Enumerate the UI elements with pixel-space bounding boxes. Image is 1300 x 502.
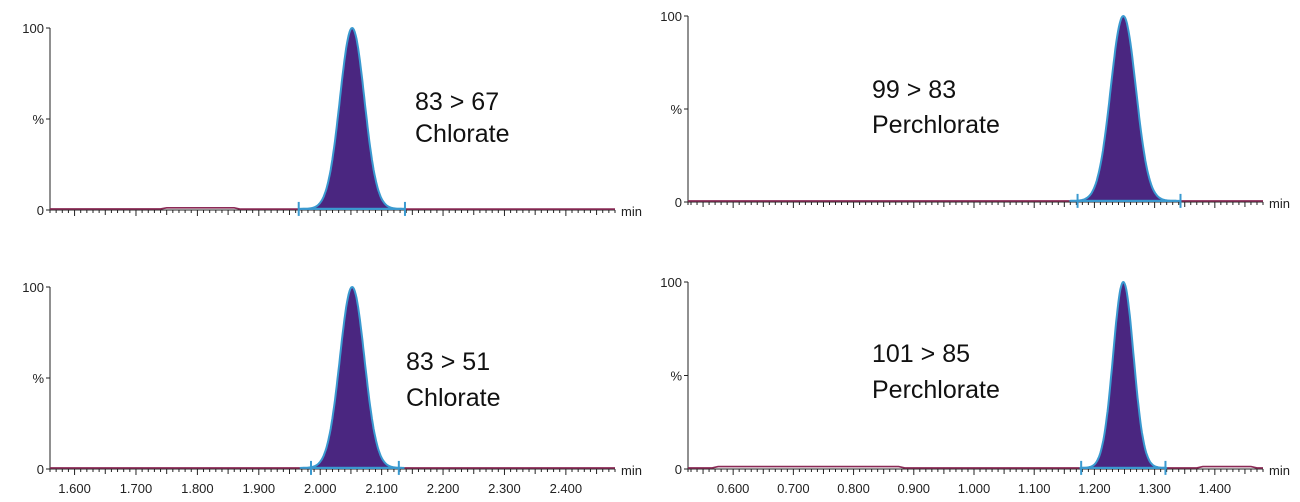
- mrm-transition-label: 83 > 51: [406, 348, 490, 376]
- x-axis-unit-label: min: [621, 204, 642, 219]
- compound-name-label: Chlorate: [406, 384, 501, 412]
- chromatogram-panel-perchlorate-101-85: 100% 0 min 0.600 0.700 0.800 0.900 1.000 1.100 1.…: [660, 275, 1290, 496]
- mrm-transition-label: 83 > 67: [415, 88, 499, 116]
- baseline-trace: [688, 465, 1263, 469]
- x-tick-label: 1.600: [58, 481, 91, 496]
- compound-name-label: Perchlorate: [872, 111, 1000, 139]
- compound-name-label: Perchlorate: [872, 376, 1000, 404]
- mrm-transition-label: 99 > 83: [872, 76, 956, 104]
- x-tick-label: 2.200: [427, 481, 460, 496]
- x-tick-label: 0.800: [837, 481, 870, 496]
- peak-area: [299, 27, 405, 210]
- x-tick-label: 1.700: [120, 481, 153, 496]
- y-axis-bottom-label: 0: [675, 462, 682, 477]
- y-axis-unit-label: %: [670, 369, 682, 384]
- x-tick-label: 1.800: [181, 481, 214, 496]
- x-tick-label: 2.100: [365, 481, 398, 496]
- y-axis-bottom-label: 0: [675, 195, 682, 210]
- compound-name-label: Chlorate: [415, 120, 510, 148]
- x-tick-label: 0.600: [717, 481, 750, 496]
- y-axis-top-label: 100: [22, 280, 44, 295]
- y-axis-unit-label: %: [32, 112, 44, 127]
- x-tick-label: 1.300: [1138, 481, 1171, 496]
- x-tick-label: 1.900: [243, 481, 276, 496]
- y-axis-top-label: 100: [660, 9, 682, 24]
- x-tick-label: 2.300: [488, 481, 521, 496]
- chromatogram-panel-chlorate-83-51: 100% 0 min 1.600 1.700 1.800 1.900 2.000 2.100 2.…: [22, 280, 642, 496]
- y-axis-unit-label: %: [32, 371, 44, 386]
- x-axis-unit-label: min: [1269, 196, 1290, 211]
- x-tick-label: 0.900: [898, 481, 931, 496]
- y-axis-bottom-label: 0: [37, 462, 44, 477]
- y-axis-top-label: 100: [22, 21, 44, 36]
- chromatogram-panel-perchlorate-99-83: 100% 0 min 99 > 83 Perchlorate: [660, 9, 1290, 211]
- y-axis-bottom-label: 0: [37, 203, 44, 218]
- mrm-transition-label: 101 > 85: [872, 340, 970, 368]
- peak-area: [1069, 15, 1178, 202]
- x-tick-label: 0.700: [777, 481, 810, 496]
- x-tick-label: 1.400: [1199, 481, 1232, 496]
- x-tick-label: 2.000: [304, 481, 337, 496]
- x-axis-unit-label: min: [621, 463, 642, 478]
- peak-area: [1079, 281, 1168, 469]
- y-axis-top-label: 100: [660, 275, 682, 290]
- y-axis-unit-label: %: [670, 102, 682, 117]
- x-tick-label: 1.100: [1018, 481, 1051, 496]
- peak-area: [299, 286, 405, 469]
- x-tick-label: 1.000: [958, 481, 991, 496]
- chromatogram-panel-chlorate-83-67: 100% 0 min 83 > 67 Chlorate: [22, 21, 642, 219]
- x-tick-label: 2.400: [550, 481, 583, 496]
- x-axis-unit-label: min: [1269, 463, 1290, 478]
- x-tick-label: 1.200: [1078, 481, 1111, 496]
